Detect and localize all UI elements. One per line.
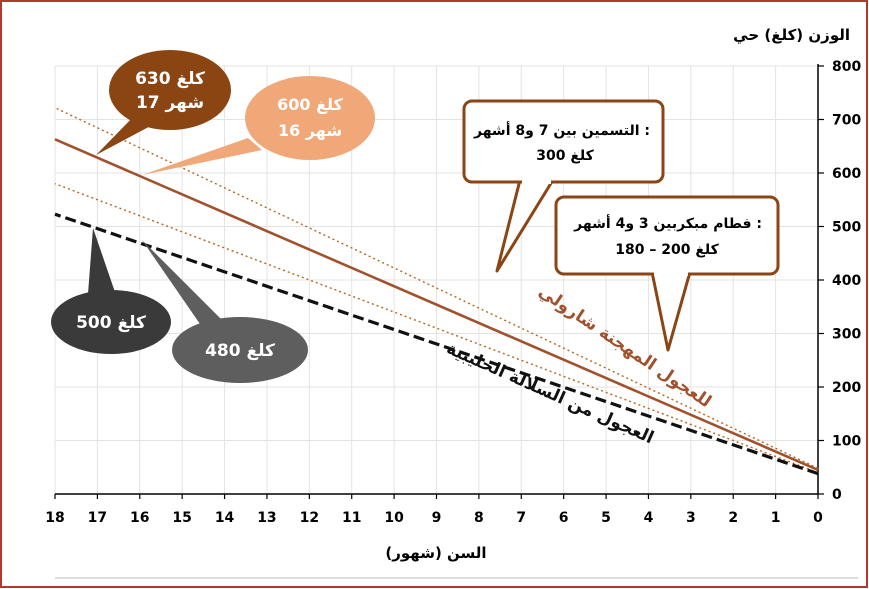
y-tick-label: 200 — [832, 380, 861, 396]
callout-600kg-line2: 16 شهر — [278, 121, 342, 140]
series-line-3 — [54, 183, 819, 474]
callout-fattening: التسمين بين 7 و8 أشهر : 300 كلغ — [462, 99, 665, 273]
y-axis-label: الوزن (كلغ) حي — [733, 26, 850, 44]
x-tick-label: 2 — [728, 510, 738, 526]
x-tick-label: 8 — [474, 510, 484, 526]
x-tick-label: 10 — [384, 510, 404, 526]
x-tick-label: 14 — [215, 510, 235, 526]
callout-500kg: 500 كلغ — [51, 228, 171, 354]
callout-500kg-line1: 500 كلغ — [76, 313, 146, 333]
x-tick-label: 13 — [257, 510, 276, 526]
series-lines — [54, 107, 819, 476]
callout-630kg-line2: 17 شهر — [136, 93, 204, 113]
x-tick-label: 11 — [342, 510, 361, 526]
x-tick-label: 9 — [432, 510, 442, 526]
axes — [54, 64, 824, 499]
x-axis-label: السن (شهور) — [385, 544, 486, 562]
callout-480kg-line1: 480 كلغ — [205, 341, 275, 361]
series-line-1 — [54, 212, 819, 476]
callout-630kg: 630 كلغ 17 شهر — [96, 50, 231, 155]
series-line-2 — [54, 107, 819, 469]
x-tick-label: 12 — [300, 510, 319, 526]
y-tick-labels: 0 100 200 300 400 500 600 700 800 — [832, 59, 861, 503]
callout-weaning: فطام مبكربين 3 و4 أشهر : 180 – 200 كلغ — [554, 195, 780, 352]
y-tick-label: 100 — [832, 434, 861, 450]
series-line-0 — [54, 138, 819, 472]
callout-weaning-line2: 180 – 200 كلغ — [615, 242, 719, 258]
x-tick-label: 4 — [644, 510, 654, 526]
x-tick-label: 17 — [88, 510, 107, 526]
x-tick-label: 5 — [601, 510, 611, 526]
callout-weaning-line1: فطام مبكربين 3 و4 أشهر : — [573, 214, 762, 232]
callout-fattening-line2: 300 كلغ — [536, 148, 594, 164]
x-tick-label: 6 — [559, 510, 569, 526]
callout-630kg-line1: 630 كلغ — [135, 69, 205, 89]
x-tick-label: 15 — [172, 510, 191, 526]
x-tick-label: 0 — [813, 510, 823, 526]
y-tick-label: 700 — [832, 113, 861, 129]
y-tick-label: 0 — [832, 487, 842, 503]
callout-480kg: 480 كلغ — [142, 240, 308, 383]
x-tick-label: 3 — [686, 510, 696, 526]
x-tick-label: 18 — [45, 510, 64, 526]
x-tick-label: 1 — [771, 510, 781, 526]
y-tick-label: 800 — [832, 59, 861, 75]
y-tick-label: 300 — [832, 327, 861, 343]
y-tick-label: 400 — [832, 273, 861, 289]
x-tick-label: 16 — [130, 510, 149, 526]
callout-fattening-line1: التسمين بين 7 و8 أشهر : — [473, 121, 650, 139]
y-tick-label: 500 — [832, 220, 861, 236]
y-tick-label: 600 — [832, 166, 861, 182]
x-tick-label: 7 — [516, 510, 526, 526]
callout-600kg: 600 كلغ 16 شهر — [142, 76, 375, 175]
callout-600kg-line1: 600 كلغ — [277, 95, 343, 114]
